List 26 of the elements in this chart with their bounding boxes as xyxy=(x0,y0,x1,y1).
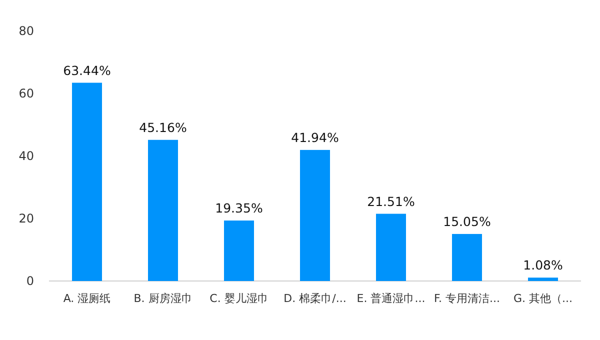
bar xyxy=(224,220,254,281)
data-label: 63.44% xyxy=(63,62,111,78)
y-tick-label: 20 xyxy=(18,212,34,226)
data-label: 15.05% xyxy=(443,214,491,229)
data-label: 1.08% xyxy=(523,258,563,273)
x-tick-label: D. 棉柔巾/... xyxy=(284,292,346,305)
x-tick-label: F. 专用清洁... xyxy=(434,292,500,305)
x-tick-label: B. 厨房湿巾 xyxy=(134,292,192,305)
bar xyxy=(72,82,102,281)
data-label: 45.16% xyxy=(139,120,187,135)
x-tick-label: G. 其他（... xyxy=(513,292,573,305)
bar xyxy=(300,150,330,281)
bar xyxy=(376,214,406,281)
y-tick-label: 40 xyxy=(18,149,34,163)
data-label: 19.35% xyxy=(215,200,263,216)
y-tick-label: 60 xyxy=(18,86,34,100)
x-tick-label: E. 普通湿巾... xyxy=(356,292,426,305)
y-tick-label: 80 xyxy=(18,24,34,38)
data-label: 21.51% xyxy=(367,194,415,209)
bar xyxy=(452,234,482,281)
x-tick-label: A. 湿厕纸 xyxy=(63,292,111,305)
bar xyxy=(148,140,178,281)
x-tick-label: C. 婴儿湿巾 xyxy=(210,292,268,305)
y-tick-label: 0 xyxy=(26,274,34,288)
bar xyxy=(528,278,558,281)
data-label: 41.94% xyxy=(291,130,339,145)
